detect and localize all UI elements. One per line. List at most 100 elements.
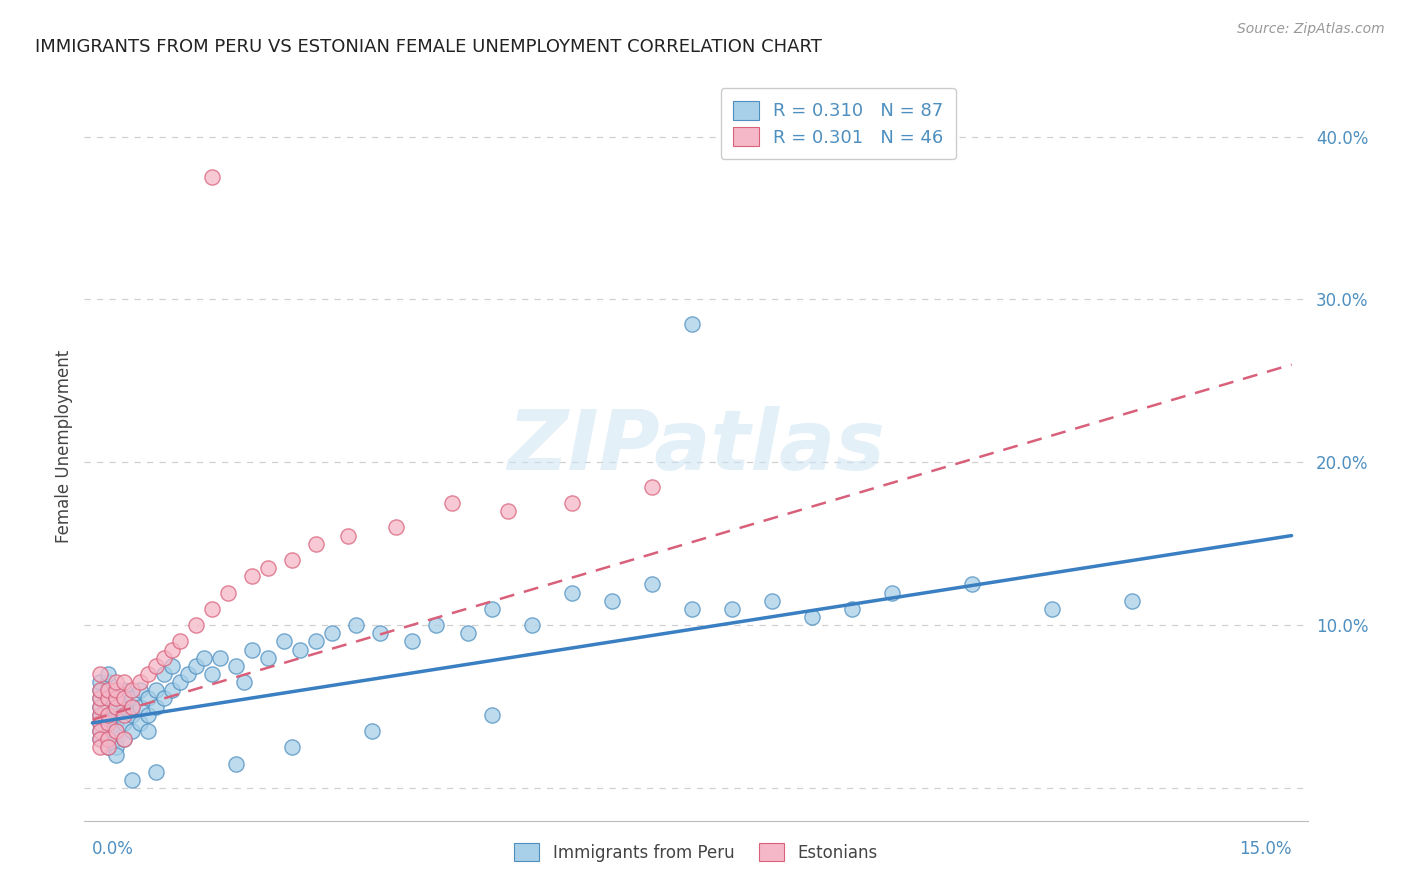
Point [880, 585, 903, 599]
Point [112, 683, 135, 698]
Point [121, 772, 143, 787]
Point [385, 520, 408, 534]
Point [481, 707, 503, 722]
Point [89, 707, 111, 722]
Legend: Immigrants from Peru, Estonians: Immigrants from Peru, Estonians [508, 837, 884, 869]
Point [97, 740, 120, 755]
Point [105, 699, 128, 714]
Point [361, 724, 384, 739]
Point [97, 724, 120, 739]
Point [145, 699, 167, 714]
Point [145, 764, 167, 779]
Point [201, 602, 224, 616]
Point [169, 634, 191, 648]
Point [225, 659, 247, 673]
Point [681, 317, 703, 331]
Text: 0.0%: 0.0% [93, 840, 134, 858]
Text: ZIPatlas: ZIPatlas [508, 406, 884, 486]
Point [97, 699, 120, 714]
Point [105, 740, 128, 755]
Point [193, 650, 215, 665]
Point [89, 667, 111, 681]
Point [169, 675, 191, 690]
Point [112, 691, 135, 706]
Point [425, 618, 447, 632]
Point [89, 715, 111, 730]
Point [368, 626, 391, 640]
Point [89, 740, 111, 755]
Point [136, 667, 159, 681]
Point [401, 634, 423, 648]
Point [105, 715, 128, 730]
Point [153, 691, 176, 706]
Point [561, 585, 583, 599]
Point [321, 626, 343, 640]
Point [121, 724, 143, 739]
Point [105, 748, 128, 763]
Point [225, 756, 247, 771]
Point [344, 618, 367, 632]
Point [97, 691, 120, 706]
Point [201, 667, 224, 681]
Point [129, 675, 152, 690]
Point [240, 569, 263, 583]
Point [97, 707, 120, 722]
Point [145, 659, 167, 673]
Point [129, 683, 152, 698]
Point [97, 691, 120, 706]
Point [209, 650, 232, 665]
Point [97, 732, 120, 747]
Point [97, 707, 120, 722]
Point [136, 707, 159, 722]
Point [290, 642, 312, 657]
Point [97, 683, 120, 698]
Point [186, 618, 208, 632]
Point [800, 610, 823, 624]
Point [145, 683, 167, 698]
Point [337, 528, 360, 542]
Point [112, 732, 135, 747]
Point [105, 699, 128, 714]
Point [136, 724, 159, 739]
Point [89, 707, 111, 722]
Point [97, 667, 120, 681]
Point [97, 740, 120, 755]
Point [89, 732, 111, 747]
Text: Source: ZipAtlas.com: Source: ZipAtlas.com [1237, 22, 1385, 37]
Point [1040, 602, 1063, 616]
Point [641, 480, 664, 494]
Y-axis label: Female Unemployment: Female Unemployment [55, 350, 73, 542]
Point [520, 618, 543, 632]
Point [721, 602, 744, 616]
Point [121, 683, 143, 698]
Point [89, 715, 111, 730]
Point [1121, 593, 1143, 607]
Point [97, 715, 120, 730]
Point [97, 675, 120, 690]
Point [162, 683, 184, 698]
Point [112, 699, 135, 714]
Point [281, 740, 304, 755]
Point [129, 715, 152, 730]
Point [89, 699, 111, 714]
Point [105, 691, 128, 706]
Point [121, 699, 143, 714]
Point [129, 699, 152, 714]
Point [600, 593, 623, 607]
Point [112, 732, 135, 747]
Point [89, 675, 111, 690]
Point [105, 732, 128, 747]
Point [136, 691, 159, 706]
Point [561, 496, 583, 510]
Point [457, 626, 479, 640]
Point [481, 602, 503, 616]
Point [841, 602, 863, 616]
Point [153, 667, 176, 681]
Point [97, 732, 120, 747]
Point [305, 634, 328, 648]
Point [105, 724, 128, 739]
Text: 15.0%: 15.0% [1239, 840, 1292, 858]
Point [761, 593, 783, 607]
Point [496, 504, 519, 518]
Point [153, 650, 176, 665]
